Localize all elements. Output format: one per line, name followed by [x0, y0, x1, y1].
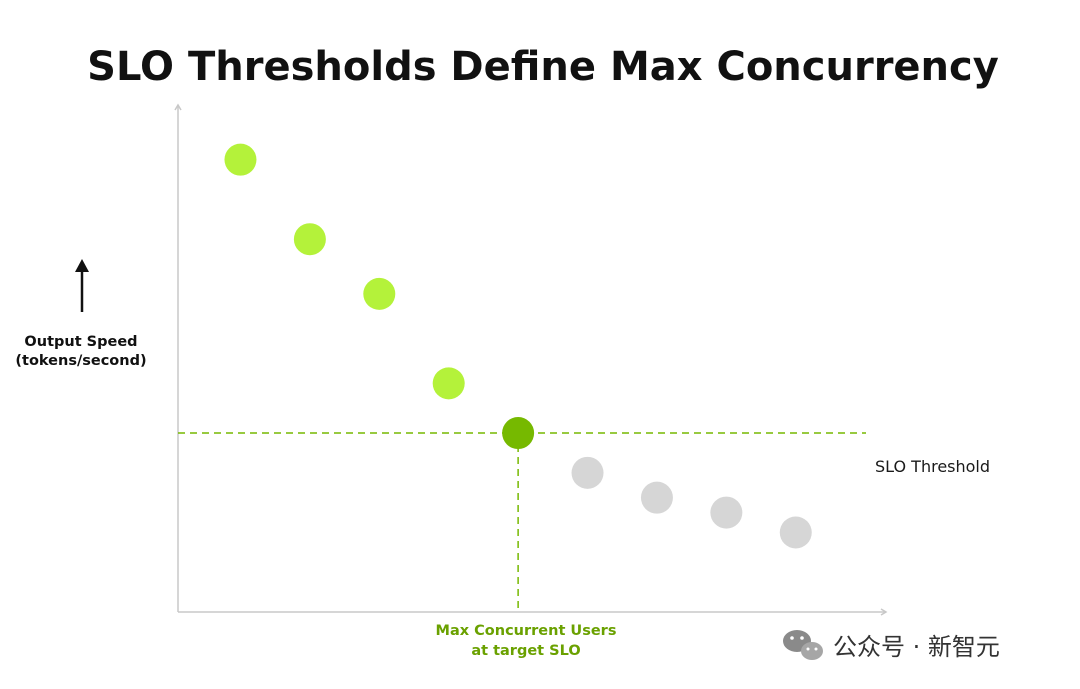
data-point-7: [640, 481, 673, 514]
data-point-6: [571, 456, 604, 489]
y-axis-arrow-head: [75, 259, 89, 272]
y-axis-label-line-1: Output Speed: [24, 334, 137, 350]
data-point-3: [363, 277, 396, 310]
data-point-8: [710, 496, 743, 529]
y-axis-label-line-2: (tokens/second): [15, 353, 146, 369]
axes: [174, 103, 888, 616]
data-points: [224, 143, 812, 549]
chart-title: SLO Thresholds Define Max Concurrency: [87, 44, 999, 90]
x-axis-arrowhead: [880, 608, 888, 616]
data-point-1: [224, 143, 257, 176]
data-point-4: [432, 367, 465, 400]
y-axis-label-group: Output Speed (tokens/second): [15, 259, 147, 369]
watermark-text: 公众号 · 新智元: [833, 633, 1000, 661]
slo-threshold-label: SLO Threshold: [875, 457, 990, 476]
wechat-icon: [783, 630, 823, 660]
data-point-5: [502, 417, 535, 450]
max-concurrency-label-line-1: Max Concurrent Users: [436, 623, 617, 639]
y-axis-arrowhead: [174, 103, 182, 111]
max-concurrency-label-line-2: at target SLO: [471, 643, 580, 659]
watermark: 公众号 · 新智元: [783, 630, 1000, 661]
guides: [178, 432, 866, 612]
data-point-9: [779, 516, 812, 549]
data-point-2: [293, 223, 326, 256]
